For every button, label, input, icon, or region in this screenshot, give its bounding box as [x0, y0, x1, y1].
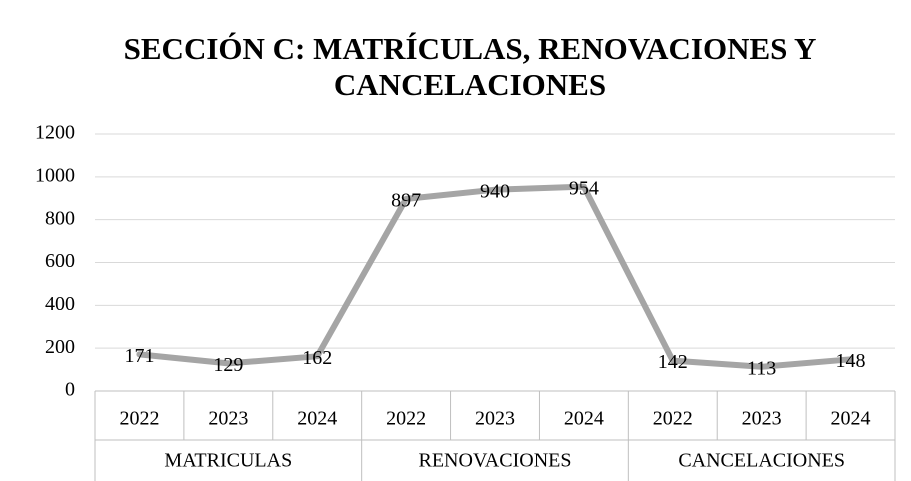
chart-title: SECCIÓN C: MATRÍCULAS, RENOVACIONES Y [124, 31, 817, 66]
data-label: 148 [836, 350, 866, 372]
data-label: 954 [569, 177, 599, 199]
y-tick-label: 400 [45, 293, 75, 315]
x-tick-label: 2024 [564, 408, 604, 430]
y-tick-label: 800 [45, 207, 75, 229]
x-tick-label: 2023 [742, 408, 782, 430]
data-label: 940 [480, 180, 510, 202]
chart-title: CANCELACIONES [334, 67, 606, 102]
data-label: 897 [391, 189, 421, 211]
x-tick-label: 2023 [475, 408, 515, 430]
data-label: 129 [213, 354, 243, 376]
data-label: 162 [302, 347, 332, 369]
y-tick-label: 1000 [35, 164, 75, 186]
x-tick-label: 2022 [386, 408, 426, 430]
line [136, 183, 854, 370]
x-tick-label: 2023 [208, 408, 248, 430]
group-label: CANCELACIONES [678, 450, 845, 472]
x-tick-label: 2024 [831, 408, 871, 430]
x-tick-label: 2022 [653, 408, 693, 430]
y-tick-label: 600 [45, 250, 75, 272]
y-tick-label: 1200 [35, 122, 75, 144]
x-tick-label: 2024 [297, 408, 337, 430]
data-label: 142 [658, 351, 688, 373]
y-tick-label: 0 [65, 379, 75, 401]
group-label: RENOVACIONES [419, 450, 572, 472]
data-label: 113 [747, 357, 776, 379]
group-label: MATRICULAS [164, 450, 292, 472]
data-label: 171 [124, 345, 154, 367]
y-tick-label: 200 [45, 336, 75, 358]
x-tick-label: 2022 [119, 408, 159, 430]
